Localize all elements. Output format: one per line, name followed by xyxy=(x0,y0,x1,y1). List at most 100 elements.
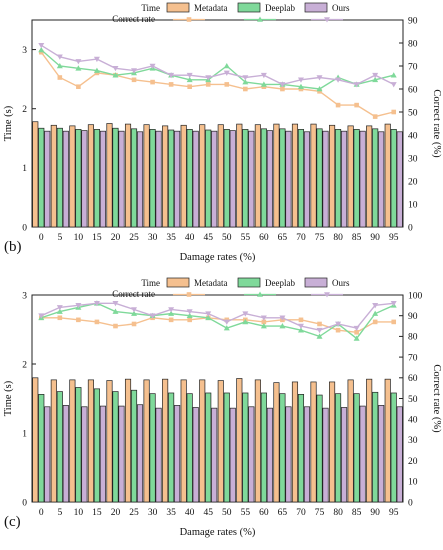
left-axis-tick-label: 1 xyxy=(22,429,27,439)
chart-panel-b: 0 1 2 3 0 10 20 30 40 50 60 70 80 90 0 5 10 15 20 25 30 35 40 4… xyxy=(3,2,442,263)
marker-deeplab xyxy=(223,325,230,331)
x-axis-tick-label: 70 xyxy=(296,233,306,243)
x-axis-tick-label: 50 xyxy=(222,233,232,243)
marker-deeplab xyxy=(353,335,360,341)
marker-ours xyxy=(131,68,138,74)
bar-metadata xyxy=(254,124,261,228)
marker-ours xyxy=(186,309,193,315)
x-axis-tick-label: 55 xyxy=(241,508,251,518)
bar-deeplab xyxy=(130,389,138,503)
bar-metadata xyxy=(32,121,39,228)
left-axis-tick-label: 0 xyxy=(22,498,27,508)
marker-ours xyxy=(56,54,63,60)
bar-group xyxy=(32,121,403,228)
bar-deeplab xyxy=(279,393,286,503)
bar-ours xyxy=(211,130,218,228)
line-ours xyxy=(40,302,394,331)
bar-deeplab xyxy=(149,393,156,503)
bar-deeplab xyxy=(242,392,249,503)
bar-metadata xyxy=(273,123,280,228)
right-axis-label: Correct rate (%) xyxy=(431,89,442,158)
bar-ours xyxy=(303,406,311,503)
marker-metadata xyxy=(131,321,137,327)
bar-deeplab xyxy=(297,129,305,228)
right-axis-tick-label: 20 xyxy=(408,177,418,187)
marker-deeplab xyxy=(242,79,249,85)
legend-name-deeplab: Deeplab xyxy=(265,278,295,288)
bar-metadata xyxy=(162,125,169,228)
left-axis-label: Time (s) xyxy=(3,105,14,141)
bar-ours xyxy=(285,406,292,503)
right-axis-tick-label: 90 xyxy=(408,16,418,26)
marker-ours xyxy=(223,70,230,76)
bar-ours xyxy=(248,130,255,228)
marker-ours xyxy=(297,77,304,83)
bar-ours xyxy=(99,405,106,503)
marker-metadata xyxy=(317,321,322,327)
marker-deeplab xyxy=(205,314,212,321)
marker-metadata xyxy=(224,82,230,87)
bar-deeplab xyxy=(335,129,342,228)
bar-ours xyxy=(192,130,199,228)
bar-deeplab xyxy=(223,129,230,228)
bar-deeplab xyxy=(260,128,267,228)
bar-ours xyxy=(192,407,199,503)
bar-ours xyxy=(396,131,403,228)
bar-deeplab xyxy=(186,393,193,503)
marker-metadata xyxy=(57,75,63,80)
marker-metadata xyxy=(335,102,341,108)
bar-ours xyxy=(62,130,69,228)
bar-ours xyxy=(174,130,181,228)
x-axis-tick-label: 60 xyxy=(259,233,269,243)
marker-ours xyxy=(149,313,156,319)
bar-ours xyxy=(44,130,51,228)
bar-metadata xyxy=(143,124,150,228)
marker-metadata xyxy=(57,315,63,321)
bar-metadata xyxy=(273,382,280,503)
bar-deeplab xyxy=(149,129,156,228)
x-axis-tick-label: 0 xyxy=(39,508,44,518)
bar-deeplab xyxy=(372,391,379,503)
marker-metadata xyxy=(391,319,397,325)
marker-deeplab xyxy=(260,81,267,87)
x-axis-tick-label: 30 xyxy=(148,233,158,243)
line-group xyxy=(38,300,397,341)
bar-ours xyxy=(44,406,51,503)
bar-deeplab xyxy=(186,129,193,228)
legend-swatch-ours xyxy=(304,277,328,288)
marker-ours xyxy=(93,56,100,63)
x-axis-tick-label: 95 xyxy=(389,233,399,243)
right-axis-tick-label: 70 xyxy=(408,353,418,363)
marker-deeplab xyxy=(297,83,304,89)
line-metadata xyxy=(41,317,394,333)
x-axis-tick-label: 85 xyxy=(352,508,362,518)
legend-swatch-ours xyxy=(304,2,328,13)
marker-ours xyxy=(242,75,249,81)
right-axis-tick-label: 0 xyxy=(408,498,413,508)
bar-ours xyxy=(322,407,329,503)
bar-deeplab xyxy=(38,127,45,228)
bar-ours xyxy=(174,405,181,503)
bar-metadata xyxy=(254,379,261,503)
bar-metadata xyxy=(366,378,373,503)
bar-metadata xyxy=(180,124,187,228)
marker-deeplab xyxy=(242,318,249,325)
bar-metadata xyxy=(384,123,391,228)
bar-ours xyxy=(303,131,311,228)
bar-ours xyxy=(155,407,162,503)
bar-deeplab xyxy=(353,129,360,228)
marker-deeplab xyxy=(112,308,119,314)
x-axis-label: Damage rates (%) xyxy=(180,527,256,538)
bar-ours xyxy=(266,407,273,503)
left-axis-tick-label: 2 xyxy=(22,105,27,115)
legend-marker-metadata xyxy=(186,17,192,22)
bar-deeplab xyxy=(390,129,397,228)
right-axis-tick-label: 40 xyxy=(408,416,418,426)
line-ours xyxy=(40,44,395,86)
bar-deeplab xyxy=(279,128,286,228)
marker-ours xyxy=(242,311,249,317)
bar-metadata xyxy=(180,379,187,503)
bar-ours xyxy=(81,130,88,228)
right-axis-tick-label: 50 xyxy=(408,395,418,405)
